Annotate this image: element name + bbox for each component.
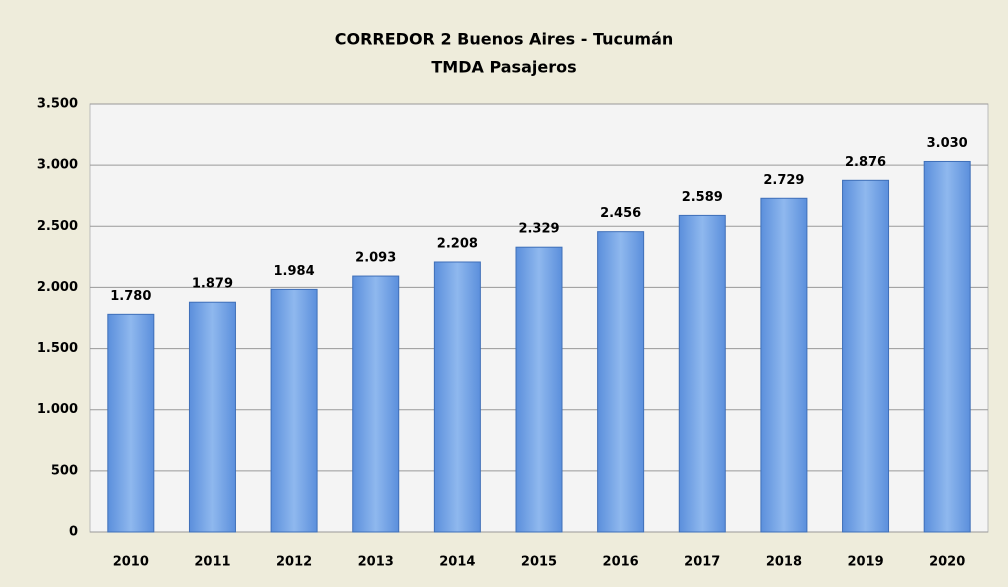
y-tick-label: 2.000	[37, 280, 78, 295]
bar	[597, 231, 645, 533]
x-tick-label: 2016	[603, 555, 639, 570]
y-tick-label: 500	[51, 463, 78, 478]
bar	[515, 246, 563, 533]
data-label: 2.876	[845, 155, 886, 170]
x-tick-label: 2015	[521, 555, 557, 570]
y-tick-label: 3.000	[37, 158, 78, 173]
x-tick-label: 2014	[439, 555, 475, 570]
bar	[842, 179, 890, 533]
data-label: 2.729	[763, 173, 804, 188]
data-label: 1.780	[110, 289, 151, 304]
x-tick-label: 2018	[766, 555, 802, 570]
bar	[188, 301, 236, 533]
data-label: 3.030	[927, 136, 968, 151]
data-label: 1.879	[192, 277, 233, 292]
x-tick-label: 2019	[847, 555, 883, 570]
bar	[352, 275, 400, 533]
bar	[433, 261, 481, 533]
y-tick-label: 1.000	[37, 402, 78, 417]
x-tick-label: 2010	[113, 555, 149, 570]
bar	[760, 197, 808, 533]
bar	[923, 160, 971, 533]
y-tick-label: 2.500	[37, 219, 78, 234]
data-label: 2.093	[355, 251, 396, 266]
x-tick-label: 2013	[358, 555, 394, 570]
x-tick-label: 2012	[276, 555, 312, 570]
bar	[270, 288, 318, 533]
data-label: 2.329	[518, 222, 559, 237]
x-tick-label: 2011	[194, 555, 230, 570]
x-tick-label: 2020	[929, 555, 965, 570]
bar	[107, 313, 155, 533]
y-tick-label: 3.500	[37, 97, 78, 112]
y-tick-label: 1.500	[37, 341, 78, 356]
y-tick-label: 0	[69, 525, 78, 540]
data-label: 2.456	[600, 206, 641, 221]
chart-title: CORREDOR 2 Buenos Aires - Tucumán	[335, 30, 674, 49]
x-tick-label: 2017	[684, 555, 720, 570]
bar	[678, 214, 726, 533]
data-label: 2.589	[682, 190, 723, 205]
data-label: 1.984	[274, 264, 315, 279]
chart-subtitle: TMDA Pasajeros	[431, 58, 576, 77]
data-label: 2.208	[437, 236, 478, 251]
